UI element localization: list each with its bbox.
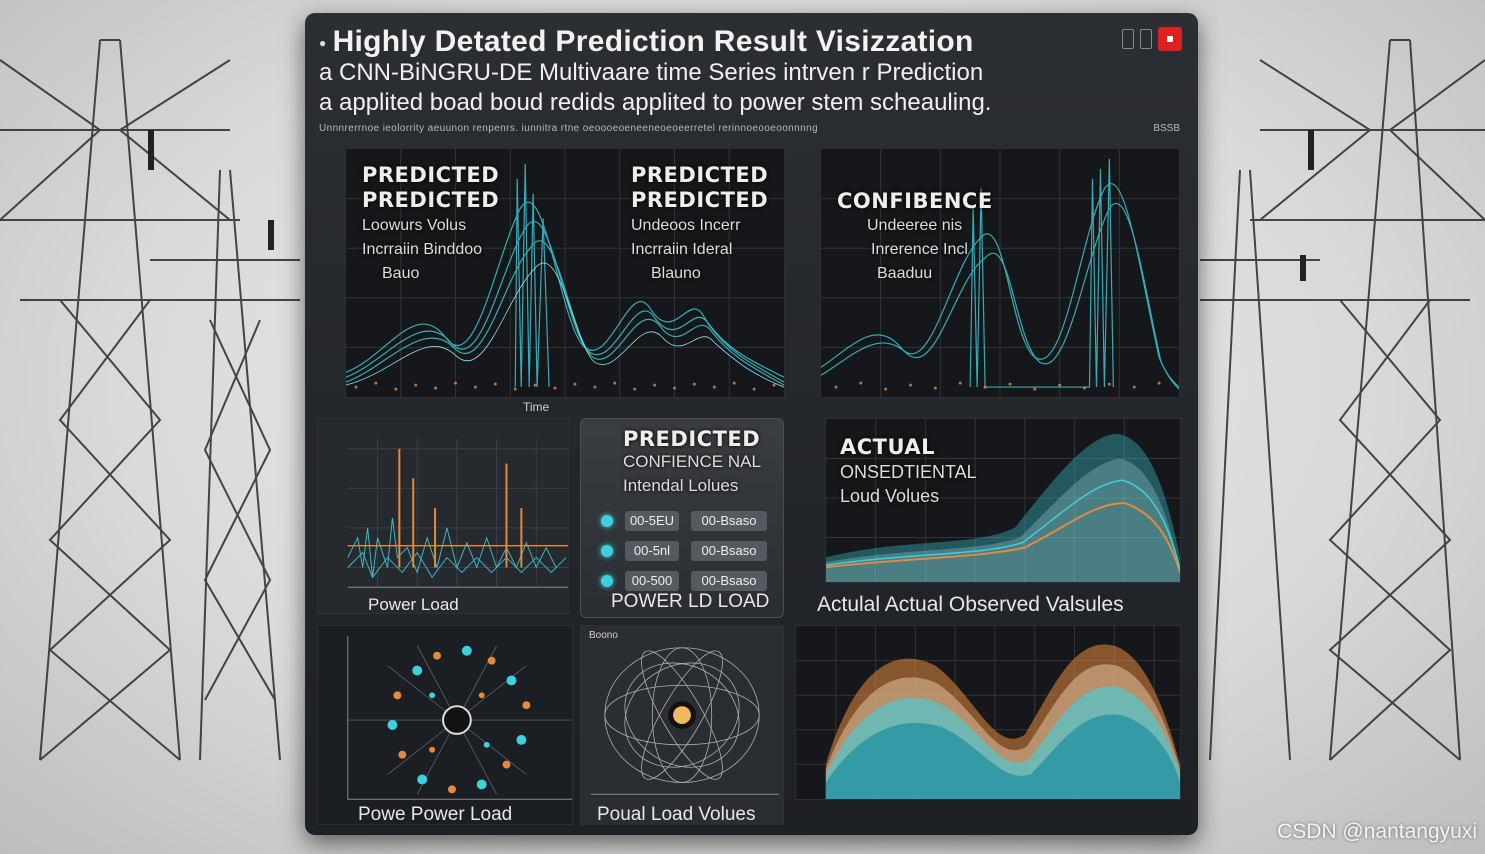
label-inference: Inrerence Incl [871,241,968,258]
chart-bottom-center: Boono Poual Load Volues [580,625,784,825]
legend-card: PREDICTED CONFIENCE NAL Intendal Lolues … [580,418,784,618]
legend-chip2-3: 00-Bsaso [691,571,767,591]
title-text: Highly Detated Prediction Result Visizza… [332,25,974,58]
legend-title-predicted: PREDICTED [623,427,761,451]
chart-bottom-left: Powe Power Load [317,625,573,825]
chart-mid-left-graph [347,438,568,588]
subtitle-line-2: a applited boad boud redids applited to … [319,89,992,116]
chart-top-right: CONFIBENCE Undeeree nis Inrerence Incl B… [820,148,1180,398]
label-lower-values: Loowurs Volus [362,217,467,234]
chart-mid-left: Power Load [317,418,569,614]
label-predicted-1: PREDICTED [362,163,500,187]
label-interval-2: Incrraiin Ideral [631,241,733,258]
legend-chip-3: 00-500 [625,571,679,591]
legend-chip-2: 00-5nl [625,541,679,561]
label-predicted-3: PREDICTED [631,163,769,187]
label-confidence: CONFIBENCE [837,189,993,213]
legend-dot-icon [601,545,613,557]
chart-bottom-right [795,625,1181,800]
legend-chip-1: 00-5EU [625,511,679,531]
label-band: Bauo [382,265,420,282]
label-predicted-4: PREDICTED [631,188,769,212]
legend-chip2-1: 00-Bsaso [691,511,767,531]
legend-row-3: 00-500 00-Bsaso [601,571,767,591]
watermark: CSDN @nantangyuxi [1277,820,1477,843]
label-actual: ACTUAL [840,435,936,459]
network-nodes [387,645,531,794]
header-caption: Unnnrerrnoe ieolorrity aeuunon renpenrs.… [319,123,818,134]
caption-power-load: Power Load [368,595,459,614]
x-axis-label-time: Time [523,400,550,414]
caption-poual-load-values: Poual Load Volues [597,804,756,825]
spike-lines-orange [398,448,523,568]
chart-mid-right-graph [826,419,1180,582]
label-load-values: Loud Volues [840,486,940,506]
label-band-3: Baaduu [877,265,933,282]
legend-dot-icon [601,515,613,527]
legend-row-1: 00-5EU 00-Bsaso [601,511,767,531]
dashboard-panel: ● Highly Detated Prediction Result Visizz… [305,13,1198,835]
scatter-dots-orange [354,381,776,391]
chart-bottom-left-graph [347,635,572,800]
chart-top-left-graph [346,149,784,397]
dashboard-title: ● Highly Detated Prediction Result Visizz… [319,25,974,59]
close-icon[interactable] [1158,27,1182,51]
label-interval: Incrraiin Binddoo [362,241,483,258]
caption-powe-power-load: Powe Power Load [358,804,513,825]
label-upper-interval: Undeoos Incerr [631,217,741,234]
legend-interval: Intendal Lolues [623,476,739,495]
bullet-icon: ● [319,36,327,51]
legend-row-2: 00-5nl 00-Bsaso [601,541,767,561]
chart-bottom-center-graph [590,647,780,795]
caption-power-ld-load: POWER LD LOAD [611,591,770,612]
chart-mid-right: ACTUAL ONSEDTIENTAL Loud Volues [825,418,1181,583]
label-observed: ONSEDTIENTAL [840,462,977,482]
chart-top-right-graph [821,149,1179,397]
minimize-icon[interactable] [1122,29,1134,49]
label-undergree: Undeeree nis [867,217,963,234]
chart-top-left: PREDICTED PREDICTED Loowurs Volus Incrra… [345,148,785,398]
legend-chip2-2: 00-Bsaso [691,541,767,561]
header-caption-right: BSSB [1153,123,1180,134]
maximize-icon[interactable] [1140,29,1152,49]
legend-dot-icon [601,575,613,587]
label-band-2: Blauno [651,265,701,282]
legend-confidence: CONFIENCE NAL [623,452,761,471]
chart-bottom-right-graph [796,626,1180,799]
corner-label: Boono [589,630,618,641]
caption-actual-observed: Actulal Actual Observed Valsules [817,593,1124,616]
window-controls [1122,27,1182,51]
subtitle-line-1: a CNN-BiNGRU-DE Multivaare time Series i… [319,59,984,86]
label-predicted-2: PREDICTED [362,188,500,212]
scatter-dots-orange-2 [834,381,1161,391]
